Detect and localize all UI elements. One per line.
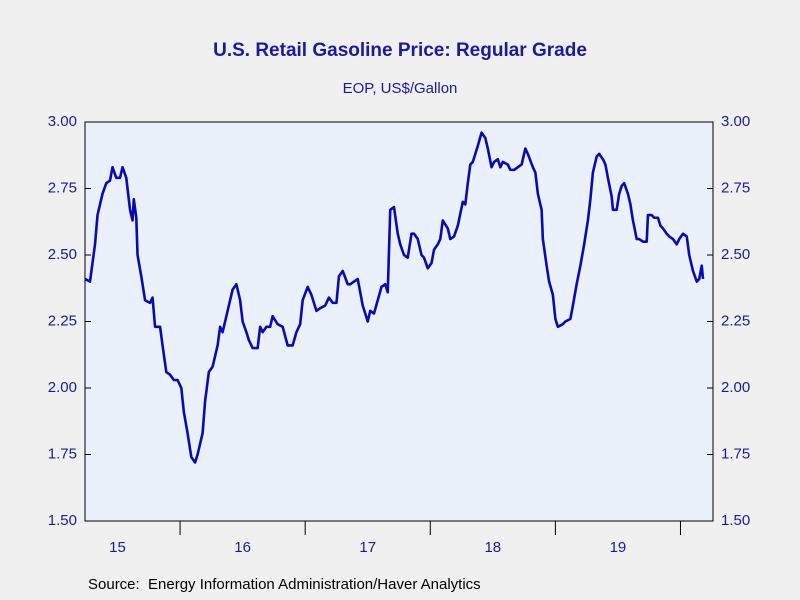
- x-tick-label: 15: [109, 539, 126, 556]
- y2-tick-label: 3.00: [721, 113, 750, 130]
- source-note: Source: Energy Information Administratio…: [88, 576, 481, 593]
- x-tick-label: 17: [359, 539, 376, 556]
- y2-tick-label: 2.50: [721, 246, 750, 263]
- y2-tick-label: 2.25: [721, 312, 750, 329]
- y-tick-label: 1.50: [48, 512, 77, 529]
- chart-subtitle: EOP, US$/Gallon: [343, 80, 458, 97]
- x-tick-label: 16: [234, 539, 251, 556]
- y-tick-label: 3.00: [48, 113, 77, 130]
- y-tick-label: 2.00: [48, 379, 77, 396]
- price-line: [84, 131, 705, 464]
- x-tick-label: 19: [610, 539, 627, 556]
- plot-area: [84, 121, 714, 522]
- y-tick-label: 2.25: [48, 312, 77, 329]
- y2-tick-label: 2.00: [721, 379, 750, 396]
- y2-tick-label: 1.50: [721, 512, 750, 529]
- x-tick-label: 18: [484, 539, 501, 556]
- y-tick-label: 2.75: [48, 179, 77, 196]
- y-tick-label: 1.75: [48, 445, 77, 462]
- y2-tick-label: 1.75: [721, 445, 750, 462]
- y-tick-label: 2.50: [48, 246, 77, 263]
- chart-title: U.S. Retail Gasoline Price: Regular Grad…: [213, 40, 587, 61]
- y2-tick-label: 2.75: [721, 179, 750, 196]
